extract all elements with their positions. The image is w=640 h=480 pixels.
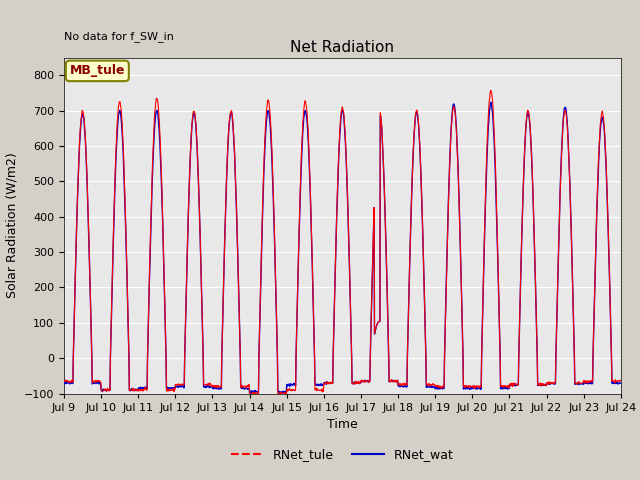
RNet_tule [551,379,559,385]
X-axis label: Time: Time [327,418,358,431]
RNet_wat [487,99,495,105]
RNet_tule [170,389,178,395]
RNet_wat [246,388,254,394]
RNet_wat [60,380,68,385]
RNet_tule [282,392,290,398]
Y-axis label: Solar Radiation (W/m2): Solar Radiation (W/m2) [5,153,19,299]
Line: RNet_tule: RNet_tule [64,90,620,395]
RNet_wat [616,380,624,386]
RNet_wat [170,385,178,391]
Legend: RNet_tule, RNet_wat: RNet_tule, RNet_wat [227,444,458,467]
RNet_wat [502,385,510,391]
RNet_tule [502,384,510,389]
RNet_tule [616,378,624,384]
RNet_tule [60,378,68,384]
RNet_tule [184,231,191,237]
Line: RNet_wat: RNet_wat [64,102,620,393]
RNet_tule [487,87,495,93]
RNet_wat [429,384,436,389]
Text: No data for f_SW_in: No data for f_SW_in [64,31,174,42]
Text: MB_tule: MB_tule [70,64,125,77]
RNet_tule [246,391,254,397]
RNet_wat [551,381,559,387]
RNet_tule [429,382,436,388]
RNet_wat [184,231,191,237]
Title: Net Radiation: Net Radiation [291,40,394,55]
RNet_wat [248,390,256,396]
